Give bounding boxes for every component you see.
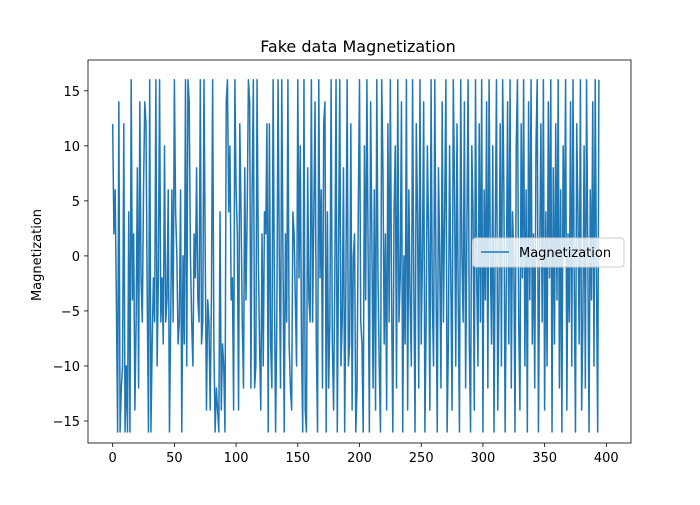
x-tick-label: 350: [532, 451, 557, 466]
y-tick-label: −5: [61, 305, 80, 320]
legend-box: [472, 237, 625, 268]
series-line-magnetization: [111, 79, 600, 433]
legend-label: Magnetization: [519, 246, 611, 261]
plot-area: 0 50 100 150 200 250 300 350 400 −15 −10 −5 0 5 10 15 Ma…: [53, 59, 632, 466]
y-tick-label: −10: [53, 360, 80, 375]
x-tick-label: 250: [409, 451, 434, 466]
chart-title: Fake data Magnetization: [260, 37, 456, 56]
x-tick-label: 100: [224, 451, 249, 466]
x-tick-label: 0: [109, 451, 117, 466]
x-tick-label: 300: [470, 451, 495, 466]
y-tick-label: 0: [72, 250, 80, 265]
y-tick-label: 10: [63, 140, 80, 155]
x-tick-label: 400: [594, 451, 619, 466]
y-tick-label: −15: [53, 415, 80, 430]
x-tick-label: 150: [285, 451, 310, 466]
y-tick-label: 15: [63, 85, 80, 100]
y-axis-label: Magnetization: [30, 209, 45, 301]
x-tick-label: 200: [347, 451, 372, 466]
x-tick-label: 50: [166, 451, 183, 466]
y-tick-label: 5: [72, 195, 80, 210]
